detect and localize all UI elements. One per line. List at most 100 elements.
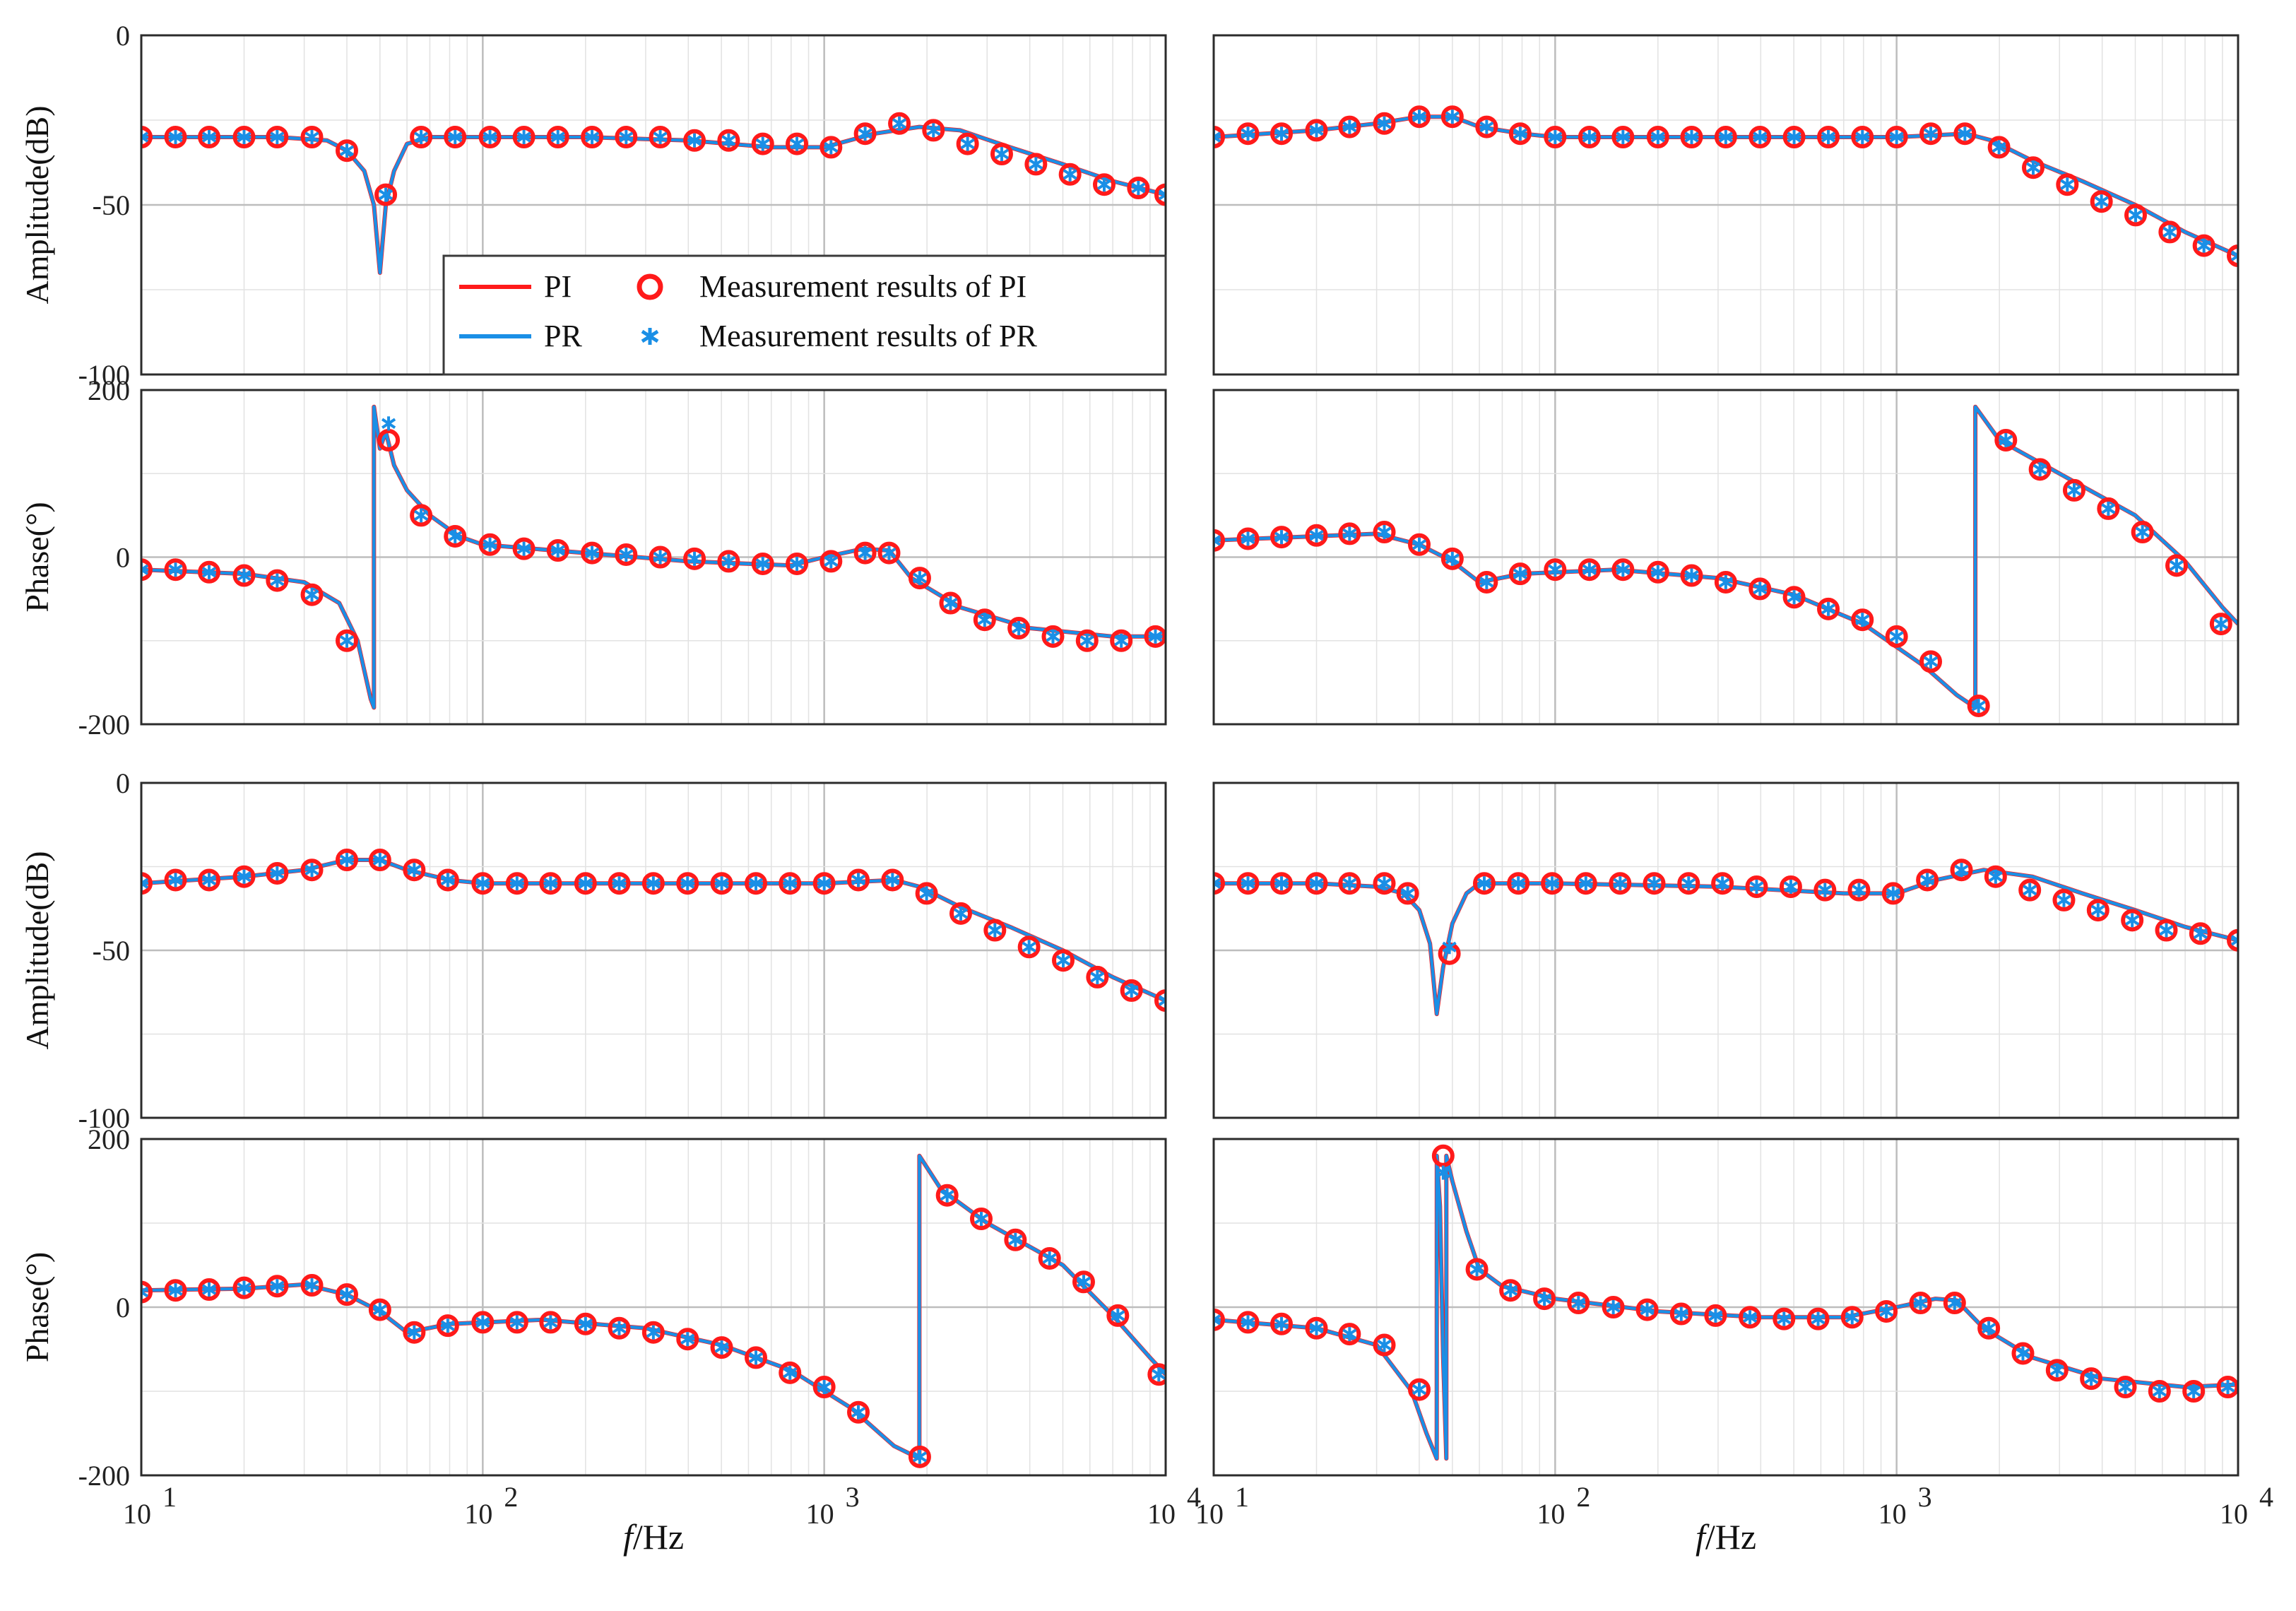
pr-measurement-marker xyxy=(483,130,497,144)
amplitude-panel-amp-4 xyxy=(1212,781,2239,1119)
phase-panel-phase-4: 10 1 10 2 10 3 10 4 f/Hz xyxy=(1195,1138,2273,1557)
pr-measurement-marker xyxy=(2220,1380,2235,1395)
pi-measurement-marker xyxy=(1270,122,1294,146)
pi-measurement-marker xyxy=(2158,220,2182,244)
pr-measurement-marker xyxy=(1947,1296,1962,1311)
pi-measurement-marker xyxy=(335,139,358,163)
pr-marker-stroke xyxy=(339,854,355,866)
pi-measurement-marker xyxy=(2052,888,2076,911)
legend-label: PR xyxy=(544,319,582,353)
pr-marker-stroke xyxy=(440,1320,455,1331)
pr-measurement-marker xyxy=(1616,562,1631,577)
pr-marker-stroke xyxy=(1749,881,1764,892)
pr-measurement-marker xyxy=(1811,1311,1825,1326)
pi-measurement-marker xyxy=(1110,629,1133,652)
x-tick-label: 10 xyxy=(464,1498,492,1530)
pr-measurement-marker xyxy=(1214,1312,1221,1327)
pr-marker-stroke xyxy=(1076,1276,1091,1287)
pr-measurement-marker xyxy=(940,1188,954,1203)
pr-marker-stroke xyxy=(448,531,463,542)
pr-marker-stroke xyxy=(270,868,285,879)
pr-marker-stroke xyxy=(1241,128,1255,139)
pr-measurement-marker xyxy=(1958,126,1972,141)
pi-measurement-marker xyxy=(1779,875,1802,898)
pr-measurement-marker xyxy=(646,1325,661,1340)
pi-measurement-marker xyxy=(539,872,562,895)
pr-marker-stroke xyxy=(2023,885,2037,896)
pr-marker-stroke xyxy=(714,878,729,889)
pr-measurement-marker xyxy=(2193,926,2208,941)
pr-marker-stroke xyxy=(1913,1297,1928,1309)
pr-measurement-marker xyxy=(1845,1310,1859,1325)
pr-marker-stroke xyxy=(953,908,969,919)
pr-marker-stroke xyxy=(1309,878,1324,889)
pr-marker-stroke xyxy=(141,881,149,889)
pr-measurement-marker xyxy=(1241,876,1255,891)
pr-marker-stroke xyxy=(748,878,764,889)
pr-measurement-marker xyxy=(1715,876,1730,891)
pr-marker-stroke xyxy=(2094,196,2109,207)
pr-marker-stroke xyxy=(2162,226,2177,238)
pr-marker-stroke xyxy=(1513,568,1527,579)
pi-measurement-marker xyxy=(1847,878,1871,902)
pi-measurement-marker xyxy=(1038,1246,1061,1270)
pr-measurement-marker xyxy=(882,545,896,560)
pi-measurement-marker xyxy=(300,583,324,606)
pr-marker-stroke xyxy=(407,864,422,875)
pr-measurement-marker xyxy=(653,130,668,144)
pr-marker-stroke xyxy=(824,141,839,153)
pi-measurement-marker xyxy=(1431,1144,1455,1167)
pr-marker-stroke xyxy=(1684,131,1699,143)
pi-measurement-marker xyxy=(198,560,221,584)
pr-marker-stroke xyxy=(2128,209,2143,221)
pi-measurement-marker xyxy=(1714,570,1737,594)
y-axis-label: Phase(°) xyxy=(19,502,55,612)
pr-marker-stroke xyxy=(1684,570,1699,582)
pr-marker-stroke xyxy=(270,1280,285,1292)
pr-marker-stroke xyxy=(1148,631,1163,642)
pr-measurement-marker xyxy=(1377,1338,1392,1352)
pr-measurement-marker xyxy=(1787,130,1801,144)
pr-marker-stroke xyxy=(543,1316,558,1328)
pi-measurement-marker xyxy=(1499,1279,1522,1302)
pr-marker-stroke xyxy=(1377,878,1392,889)
pi-measurement-marker xyxy=(881,868,904,892)
pr-marker-stroke xyxy=(1544,878,1560,889)
pr-marker-stroke xyxy=(1012,622,1026,634)
phase-panel-phase-1: 200 0 -200 Phase(°) xyxy=(19,374,1167,740)
pr-marker-stroke xyxy=(885,874,900,886)
pi-measurement-marker xyxy=(1643,872,1666,895)
grid xyxy=(1214,1139,2238,1475)
pr-marker-stroke xyxy=(1503,1285,1518,1296)
pi-measurement-marker xyxy=(164,126,187,148)
pr-measurement-marker xyxy=(2025,160,2041,175)
pr-marker-stroke xyxy=(2090,904,2105,916)
pr-measurement-marker xyxy=(2094,194,2109,209)
pr-marker-stroke xyxy=(1889,131,1904,143)
pi-measurement-marker xyxy=(969,1208,993,1231)
pr-measurement-marker xyxy=(612,876,627,891)
pr-measurement-marker xyxy=(783,1365,798,1380)
pr-marker-stroke xyxy=(1158,995,1166,1003)
pr-measurement-marker xyxy=(755,556,770,571)
pr-measurement-marker xyxy=(721,554,736,569)
pr-marker-stroke xyxy=(912,572,928,584)
pi-measurement-marker xyxy=(1704,1304,1727,1327)
pr-measurement-marker xyxy=(407,1325,422,1340)
pi-measurement-marker xyxy=(403,858,426,882)
pi-measurement-marker xyxy=(1058,163,1082,186)
pr-marker-stroke xyxy=(1606,1302,1621,1313)
pr-measurement-marker xyxy=(2084,1371,2099,1386)
pr-measurement-marker xyxy=(1274,530,1289,545)
pi-measurement-marker xyxy=(2090,190,2113,213)
pi-measurement-marker xyxy=(676,872,699,895)
pi-measurement-marker xyxy=(649,545,672,569)
pr-marker-stroke xyxy=(1855,131,1870,143)
pr-measurement-marker xyxy=(237,1280,252,1295)
pr-measurement-marker xyxy=(1377,876,1392,891)
pr-measurement-marker xyxy=(1855,613,1870,627)
pr-marker-stroke xyxy=(1377,526,1392,538)
pr-marker-stroke xyxy=(1923,128,1939,139)
y-axis-label: Amplitude(dB) xyxy=(19,105,55,304)
